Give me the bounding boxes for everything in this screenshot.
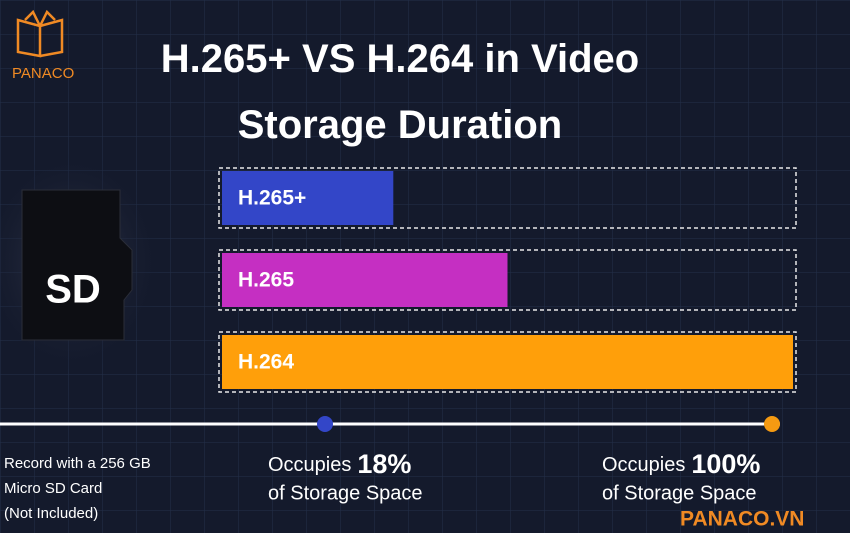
bar-frame	[218, 167, 797, 229]
brand: PANACO	[12, 65, 74, 82]
bar	[222, 335, 793, 389]
marker-prefix: Occupies	[602, 454, 685, 476]
card-caption: Record with a 256 GB	[4, 455, 151, 472]
marker-suffix: of Storage Space	[602, 482, 757, 504]
bar-label: H.265+	[238, 187, 306, 210]
card-caption: (Not Included)	[4, 505, 98, 522]
card-label: SD	[45, 268, 101, 312]
marker-prefix: Occupies	[268, 454, 351, 476]
bar-frame	[218, 331, 797, 393]
bar-frame	[218, 249, 797, 311]
marker-text: Occupies 18%	[268, 449, 411, 479]
marker-dot	[317, 416, 333, 432]
marker-amount: 18%	[357, 449, 411, 479]
chart-title: H.265+ VS H.264 in Video Storage Duratio…	[160, 37, 640, 147]
card-caption: Micro SD Card	[4, 480, 102, 497]
bar-label: H.265	[238, 269, 294, 292]
marker-suffix: of Storage Space	[268, 482, 423, 504]
bar	[222, 171, 394, 225]
logo	[16, 9, 64, 58]
marker-dot	[764, 416, 780, 432]
bar-label: H.264	[238, 351, 294, 374]
marker-text: Occupies 100%	[602, 449, 760, 479]
footer: PANACO.VN	[680, 508, 804, 531]
sd-card	[21, 189, 133, 341]
marker-amount: 100%	[691, 449, 760, 479]
bar	[222, 253, 508, 307]
